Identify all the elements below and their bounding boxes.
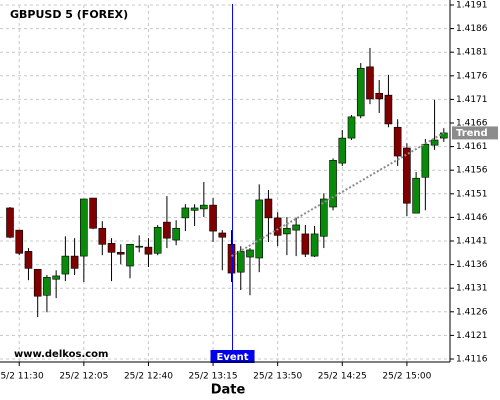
candle-body <box>43 277 51 296</box>
candle-body <box>273 217 282 236</box>
candle-body <box>218 232 227 238</box>
candle-body <box>356 67 365 117</box>
y-tick-label: 1.4126 <box>456 307 488 317</box>
candle-body <box>61 255 70 275</box>
candle-body <box>301 233 310 255</box>
candle-body <box>190 207 199 211</box>
candle-body <box>329 159 337 208</box>
candle-body <box>375 92 384 100</box>
candle-body <box>366 66 374 100</box>
x-tick-label: 25/2 13:50 <box>253 372 302 382</box>
x-tick-label: 25/2 14:25 <box>318 372 367 382</box>
candle-body <box>338 137 347 164</box>
candle-body <box>98 227 107 245</box>
y-tick-label: 1.4176 <box>456 71 488 81</box>
candle-body <box>283 227 291 235</box>
y-tick-label: 1.4161 <box>456 142 488 152</box>
x-tick-label: 25/2 13:15 <box>189 372 238 382</box>
candle-body <box>255 199 264 259</box>
candle-body <box>6 207 14 238</box>
candle-body <box>292 224 300 231</box>
x-tick-label: 25/2 12:40 <box>124 372 173 382</box>
trend-label: Trend <box>456 128 488 139</box>
candle-body <box>310 233 319 257</box>
x-tick-label: 25/2 12:05 <box>59 372 108 382</box>
event-box <box>210 350 255 363</box>
candle-body <box>135 245 144 248</box>
y-tick-label: 1.4186 <box>456 24 488 34</box>
y-tick-label: 1.4131 <box>456 284 488 294</box>
candle-body <box>264 198 273 219</box>
candle-body <box>163 221 171 239</box>
candle-body <box>200 204 208 210</box>
y-tick-label: 1.4156 <box>456 166 488 176</box>
candle-body <box>172 227 180 241</box>
chart-title: GBPUSD 5 (FOREX) <box>10 8 128 21</box>
candle-body <box>227 244 236 274</box>
event-label: Event <box>217 352 249 363</box>
y-tick-label: 1.4181 <box>456 48 488 58</box>
y-tick-label: 1.4116 <box>456 355 488 365</box>
candle-body <box>209 204 217 232</box>
y-tick-label: 1.4191 <box>456 1 488 11</box>
candle-body <box>116 252 125 255</box>
candle-body <box>107 243 116 253</box>
y-tick-label: 1.4146 <box>456 213 488 223</box>
candle-body <box>384 94 393 125</box>
trend-box <box>452 126 498 140</box>
candle-body <box>24 251 33 269</box>
candle-body <box>153 227 162 254</box>
candle-body <box>347 116 356 139</box>
y-tick-label: 1.4166 <box>456 119 488 129</box>
candle-body <box>144 246 153 255</box>
x-tick-label: 25/2 11:30 <box>0 372 44 382</box>
candle-body <box>33 269 42 297</box>
candle-body <box>80 198 88 257</box>
candle-body <box>412 177 420 214</box>
trend-line <box>231 132 445 257</box>
candle-body <box>236 251 245 273</box>
y-tick-label: 1.4136 <box>456 260 488 270</box>
y-tick-label: 1.4151 <box>456 189 488 199</box>
x-axis-title: Date <box>211 383 246 398</box>
overlay: Event Trend <box>210 4 498 363</box>
candle-body <box>181 207 190 219</box>
candle-body <box>320 198 328 237</box>
candle-body <box>430 139 439 146</box>
candle-body <box>70 255 79 269</box>
candle-body <box>89 197 97 229</box>
y-tick-label: 1.4121 <box>456 331 488 341</box>
candle-body <box>421 143 430 178</box>
marks <box>6 47 448 317</box>
watermark: www.delkos.com <box>14 349 108 360</box>
candle-body <box>15 229 24 254</box>
y-tick-label: 1.4171 <box>456 95 488 105</box>
candle-body <box>403 147 411 204</box>
candle-body <box>393 126 402 157</box>
y-tick-label: 1.4141 <box>456 237 488 247</box>
x-tick-label: 25/2 15:00 <box>382 372 431 382</box>
candle-body <box>52 275 60 280</box>
candle-body <box>246 249 254 258</box>
candle-body <box>126 244 134 267</box>
